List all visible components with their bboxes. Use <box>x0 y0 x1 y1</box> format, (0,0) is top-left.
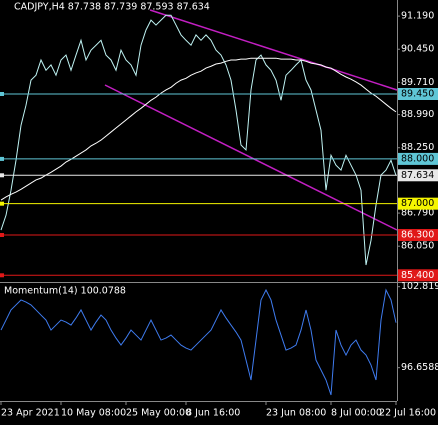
x-tick-label: 23 Apr 2021 <box>1 408 60 419</box>
level-label: 88.000 <box>401 153 434 164</box>
level-label-box <box>398 169 438 182</box>
level-marker <box>0 92 4 96</box>
y-tick-label: 102.8196 <box>401 281 438 292</box>
series-line <box>0 14 397 266</box>
y-tick-label: 88.990 <box>401 109 434 120</box>
trendline <box>104 84 398 231</box>
x-tick-label: 10 May 08:00 <box>61 408 126 419</box>
x-tick-label: 8 Jun 16:00 <box>186 408 240 419</box>
level-label: 85.400 <box>401 270 434 281</box>
series-line <box>0 288 397 396</box>
level-label-box <box>398 88 438 100</box>
series-line <box>0 57 397 201</box>
y-tick-label: 90.450 <box>401 44 434 55</box>
level-label-box <box>398 152 438 165</box>
level-label: 86.300 <box>401 230 434 241</box>
level-marker <box>0 173 4 178</box>
level-label: 89.450 <box>401 89 434 100</box>
y-tick-label: 91.190 <box>401 11 434 22</box>
y-tick-label: 88.250 <box>401 142 434 153</box>
y-tick-label: 96.6588 <box>401 362 438 373</box>
level-label: 87.634 <box>401 170 434 181</box>
level-label-box <box>398 197 438 210</box>
chart-title: CADJPY,H4 87.738 87.739 87.593 87.634 <box>14 2 210 13</box>
x-tick-label: 8 Jul 00:00 <box>331 408 382 419</box>
x-tick-label: 25 May 00:00 <box>126 408 191 419</box>
level-label: 87.000 <box>401 198 434 209</box>
level-marker <box>0 233 4 237</box>
y-tick-label: 86.050 <box>401 241 434 252</box>
level-label-box <box>398 269 438 282</box>
y-tick-label: 86.790 <box>401 208 434 219</box>
x-tick-label: 22 Jul 16:00 <box>379 408 436 419</box>
level-label-box <box>398 229 438 241</box>
x-tick-label: 23 Jun 08:00 <box>266 408 326 419</box>
level-marker <box>0 201 4 206</box>
y-tick-label: 89.710 <box>401 77 434 88</box>
indicator-title: Momentum(14) 100.0788 <box>4 286 126 297</box>
level-marker <box>0 273 4 278</box>
trendline <box>149 9 398 91</box>
level-marker <box>0 156 4 161</box>
